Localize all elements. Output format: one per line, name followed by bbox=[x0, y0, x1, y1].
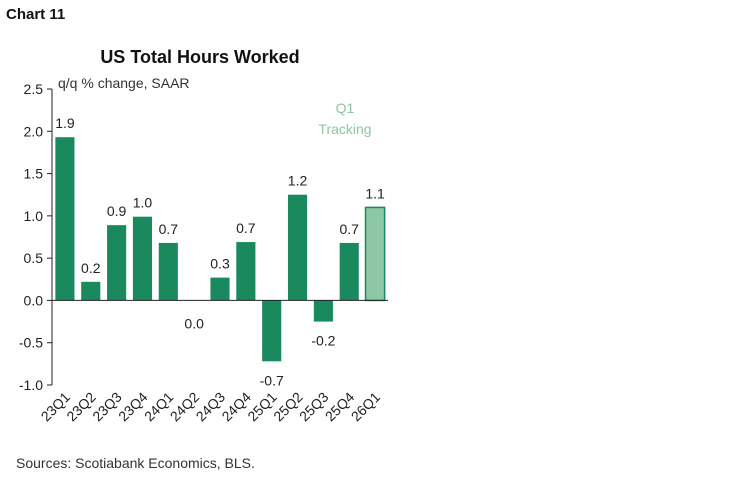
bar bbox=[55, 137, 75, 301]
data-label: 0.7 bbox=[236, 220, 256, 236]
tracking-annotation-line1: Q1 bbox=[336, 100, 355, 116]
x-tick-label: 24Q3 bbox=[193, 389, 229, 425]
x-axis-ticks: 23Q123Q223Q323Q424Q124Q224Q324Q425Q125Q2… bbox=[38, 389, 384, 425]
x-tick-label: 26Q1 bbox=[348, 389, 384, 425]
data-label: 0.3 bbox=[210, 256, 230, 272]
bar bbox=[287, 194, 308, 301]
bar bbox=[236, 242, 256, 301]
bar bbox=[262, 300, 282, 362]
y-tick-label: 1.5 bbox=[24, 166, 44, 182]
x-tick-label: 24Q2 bbox=[167, 389, 203, 425]
data-label: 1.0 bbox=[133, 195, 153, 211]
bar bbox=[210, 277, 230, 301]
data-label: -0.2 bbox=[311, 333, 335, 349]
data-label: 1.9 bbox=[55, 115, 75, 131]
data-label: 0.9 bbox=[107, 203, 127, 219]
x-tick-label: 24Q4 bbox=[218, 389, 254, 425]
x-tick-label: 23Q4 bbox=[115, 389, 151, 425]
x-tick-label: 25Q4 bbox=[322, 389, 358, 425]
chart-title: US Total Hours Worked bbox=[100, 47, 300, 67]
y-tick-label: -1.0 bbox=[19, 377, 43, 393]
data-label: -0.7 bbox=[260, 372, 284, 388]
y-tick-label: 2.0 bbox=[24, 123, 44, 139]
data-label: 1.2 bbox=[288, 173, 308, 189]
y-tick-label: 1.0 bbox=[24, 208, 44, 224]
data-labels: 1.9 0.2 0.9 1.0 0.7 0.0 0.3 0.7 -0.7 1.2 -0.2 0.7 1.… bbox=[55, 115, 385, 388]
y-axis-caption: q/q % change, SAAR bbox=[58, 75, 190, 91]
x-tick-label: 25Q3 bbox=[296, 389, 332, 425]
data-label: 1.1 bbox=[365, 185, 385, 201]
bar bbox=[313, 300, 333, 322]
bars bbox=[55, 137, 386, 362]
bar bbox=[81, 281, 101, 301]
tracking-annotation-line2: Tracking bbox=[318, 121, 371, 137]
y-tick-label: 0.0 bbox=[24, 292, 44, 308]
data-label: 0.7 bbox=[159, 221, 179, 237]
y-tick-label: -0.5 bbox=[19, 335, 43, 351]
y-tick-label: 0.5 bbox=[24, 250, 44, 266]
bar bbox=[339, 242, 359, 301]
data-label: 0.0 bbox=[184, 315, 204, 331]
x-tick-label: 25Q2 bbox=[270, 389, 306, 425]
bar bbox=[107, 225, 127, 301]
bar bbox=[158, 242, 178, 301]
data-label: 0.2 bbox=[81, 260, 101, 276]
x-tick-label: 23Q3 bbox=[89, 389, 125, 425]
x-tick-label: 23Q1 bbox=[38, 389, 74, 425]
y-tick-label: 2.5 bbox=[24, 81, 44, 97]
y-axis-ticks: 2.5 2.0 1.5 1.0 0.5 0.0 -0.5 -1.0 bbox=[19, 81, 52, 393]
data-label: 0.7 bbox=[339, 221, 359, 237]
source-note: Sources: Scotiabank Economics, BLS. bbox=[16, 455, 255, 471]
bar bbox=[132, 216, 153, 301]
x-tick-label: 24Q1 bbox=[141, 389, 177, 425]
bar-tracking bbox=[364, 206, 386, 302]
x-tick-label: 23Q2 bbox=[63, 389, 99, 425]
x-tick-label: 25Q1 bbox=[244, 389, 280, 425]
chart-number: Chart 11 bbox=[6, 6, 66, 23]
